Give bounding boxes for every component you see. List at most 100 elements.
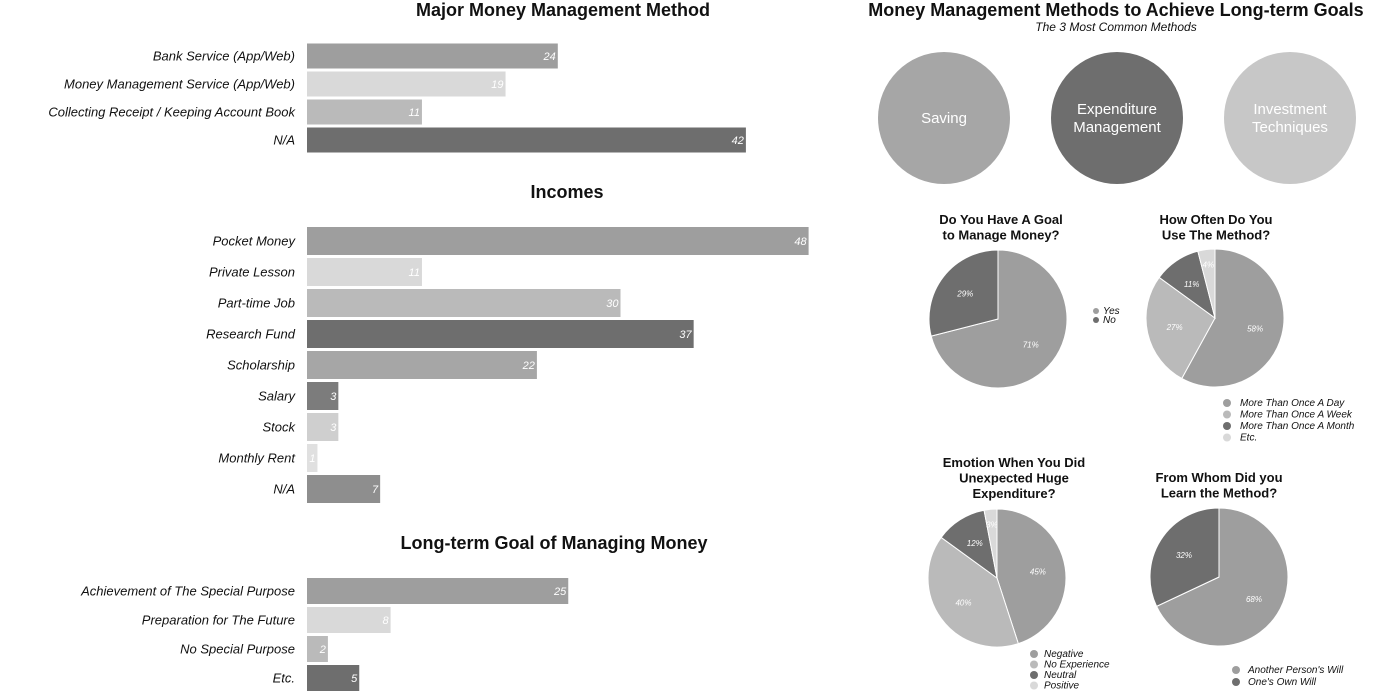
- value-label: 19: [491, 79, 503, 91]
- value-label: 7: [372, 484, 379, 496]
- pie-slice: [1155, 507, 1289, 647]
- value-label: 11: [409, 107, 420, 119]
- bar-chart-title: Major Money Management Method: [416, 0, 710, 20]
- right-title: Money Management Methods to Achieve Long…: [868, 0, 1363, 20]
- category-label: N/A: [273, 482, 295, 497]
- category-label: Etc.: [273, 671, 295, 686]
- legend-label: Negative: [1044, 649, 1084, 660]
- legend-swatch: [1223, 410, 1231, 419]
- slice-percent-label: 45%: [1030, 568, 1046, 577]
- bar-chart-2: Incomes Pocket Money 48 Private Lesson 11 Par…: [206, 182, 809, 503]
- method-circle-shape: [878, 52, 1010, 184]
- bar: [307, 665, 360, 691]
- legend-swatch: [1223, 399, 1231, 407]
- legend-swatch: [1030, 650, 1038, 658]
- bar: [307, 71, 506, 97]
- legend-swatch: [1093, 308, 1099, 314]
- category-label: Stock: [262, 420, 296, 435]
- legend-swatch: [1030, 671, 1038, 679]
- slice-percent-label: 71%: [1023, 340, 1039, 349]
- bar: [307, 43, 558, 69]
- legend-swatch: [1223, 422, 1231, 430]
- slice-percent-label: 29%: [956, 290, 973, 299]
- value-label: 24: [543, 51, 556, 63]
- category-label: Research Fund: [206, 327, 296, 342]
- value-label: 2: [319, 644, 326, 656]
- legend-label: More Than Once A Day: [1240, 398, 1345, 409]
- value-label: 3: [330, 391, 337, 403]
- pie-slice: [1149, 507, 1220, 608]
- value-label: 42: [732, 135, 744, 147]
- slice-percent-label: 32%: [1176, 551, 1192, 560]
- category-label: Money Management Service (App/Web): [64, 77, 295, 92]
- pie-slice: [928, 249, 999, 337]
- category-label: Preparation for The Future: [142, 613, 295, 628]
- method-circle-label: Expenditure: [1077, 101, 1157, 118]
- legend-swatch: [1030, 660, 1038, 669]
- legend-label: No Experience: [1044, 660, 1110, 671]
- category-label: Pocket Money: [213, 234, 297, 249]
- legend-label: Yes: [1103, 306, 1120, 317]
- legend-swatch: [1093, 317, 1099, 323]
- method-circle-shape: [1051, 52, 1183, 184]
- value-label: 1: [309, 453, 315, 465]
- method-circle-1: Saving: [878, 52, 1010, 184]
- bar-chart-title: Incomes: [530, 182, 603, 202]
- right-header: Money Management Methods to Achieve Long…: [868, 0, 1363, 34]
- pie-title: Unexpected Huge: [959, 471, 1069, 486]
- pie-slice: [927, 536, 1019, 648]
- value-label: 37: [679, 329, 692, 341]
- slice-percent-label: 58%: [1247, 324, 1263, 333]
- slice-percent-label: 3%: [986, 520, 998, 529]
- legend-label: Positive: [1044, 681, 1079, 692]
- bar-chart-3: Long-term Goal of Managing Money Achievem…: [80, 533, 708, 691]
- value-label: 22: [522, 360, 535, 372]
- value-label: 8: [382, 615, 389, 627]
- pie-slice: [1181, 248, 1285, 388]
- legend-label: More Than Once A Month: [1240, 421, 1355, 432]
- method-circle-label: Techniques: [1252, 119, 1328, 136]
- bar: [307, 99, 422, 125]
- method-circle-shape: [1224, 52, 1356, 184]
- category-label: Salary: [258, 389, 296, 404]
- legend-label: Another Person's Will: [1247, 665, 1344, 676]
- value-label: 5: [351, 673, 358, 685]
- pie-title: Emotion When You Did: [943, 455, 1086, 470]
- slice-percent-label: 68%: [1246, 595, 1262, 604]
- bar: [307, 320, 694, 348]
- category-label: Private Lesson: [209, 265, 295, 280]
- legend-label: Etc.: [1240, 433, 1257, 444]
- pie-slice: [1145, 276, 1216, 380]
- pie-title: Use The Method?: [1162, 228, 1270, 243]
- bar: [307, 227, 809, 255]
- legend-swatch: [1223, 433, 1231, 442]
- pie-slice: [1197, 248, 1216, 319]
- value-label: 11: [409, 267, 420, 279]
- category-label: N/A: [273, 133, 295, 148]
- category-label: Scholarship: [227, 358, 295, 373]
- category-label: Part-time Job: [218, 296, 295, 311]
- category-label: Collecting Receipt / Keeping Account Boo…: [48, 105, 296, 120]
- method-circle-label: Saving: [921, 110, 967, 127]
- slice-percent-label: 27%: [1166, 323, 1183, 332]
- pie-slice: [930, 249, 1068, 389]
- bar: [307, 475, 381, 503]
- bar: [307, 444, 318, 472]
- pie-title: to Manage Money?: [942, 228, 1059, 243]
- category-label: Bank Service (App/Web): [153, 49, 295, 64]
- pie-slice: [983, 508, 998, 579]
- slice-percent-label: 4%: [1203, 261, 1215, 270]
- slice-percent-label: 40%: [955, 598, 971, 607]
- legend-swatch: [1030, 681, 1038, 690]
- legend-label: No: [1103, 315, 1116, 326]
